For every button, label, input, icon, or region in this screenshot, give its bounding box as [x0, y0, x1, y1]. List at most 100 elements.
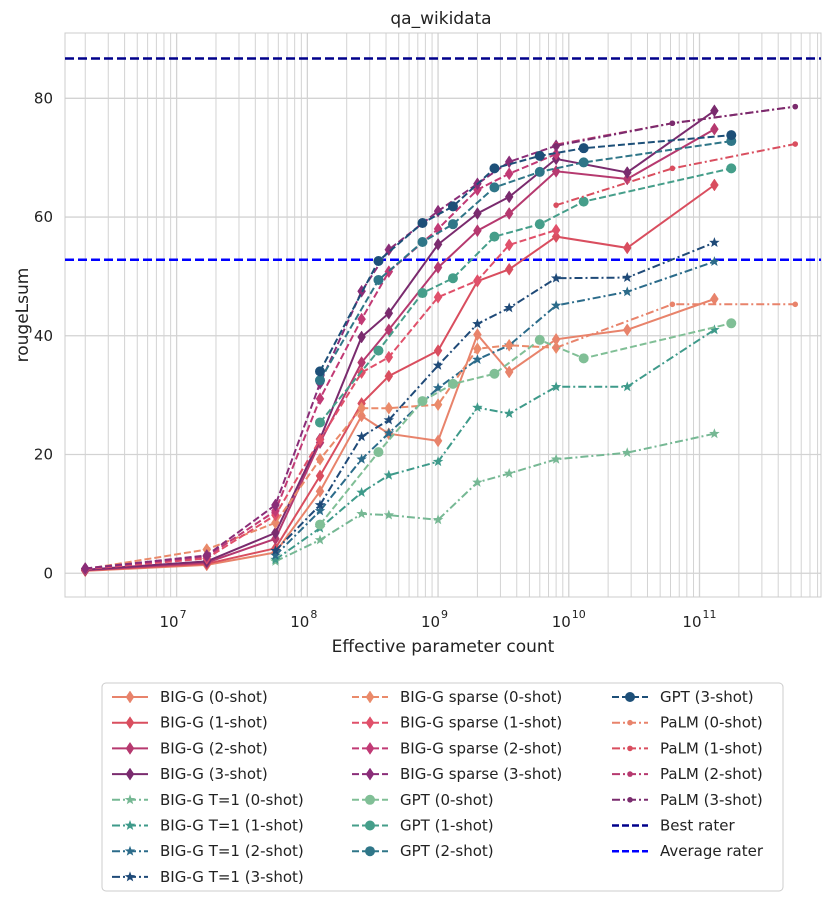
- x-tick-base: 10: [682, 613, 701, 631]
- legend-marker: [627, 719, 633, 726]
- data-point: [315, 519, 326, 530]
- data-point: [271, 516, 280, 530]
- legend-label: BIG-G (2-shot): [160, 739, 268, 757]
- data-point: [726, 163, 737, 174]
- legend-marker: [124, 820, 136, 830]
- data-point: [669, 120, 676, 127]
- data-point: [792, 103, 799, 110]
- data-point: [417, 396, 428, 407]
- grid-layer: [65, 33, 821, 597]
- legend-label: PaLM (0-shot): [660, 714, 763, 732]
- legend-item: GPT (1-shot): [352, 817, 494, 835]
- data-point: [709, 324, 720, 335]
- data-point: [504, 207, 514, 220]
- legend-marker: [365, 846, 375, 857]
- data-point: [551, 223, 561, 237]
- series-line-gpt-3-shot: [319, 134, 732, 372]
- legend-marker: [124, 845, 136, 856]
- x-tick-exponent: 9: [441, 608, 448, 621]
- data-point: [433, 434, 443, 448]
- data-point: [503, 408, 515, 418]
- x-tick-label: 10 9: [421, 608, 448, 631]
- data-point: [383, 509, 395, 520]
- data-point: [473, 207, 482, 220]
- legend-marker: [125, 767, 135, 781]
- data-point: [622, 241, 632, 255]
- y-axis-label: rougeLsum: [13, 268, 33, 363]
- legend-item: BIG-G (2-shot): [112, 739, 268, 757]
- legend-item: PaLM (3-shot): [612, 791, 763, 809]
- legend-item: PaLM (1-shot): [612, 739, 763, 757]
- series-line-big-g-sparse-0-shot: [85, 344, 557, 571]
- legend-label: Best rater: [660, 817, 735, 835]
- data-point: [534, 150, 545, 161]
- data-point: [489, 368, 500, 379]
- data-point: [447, 273, 458, 284]
- series-line-gpt-0-shot: [319, 322, 732, 526]
- data-point: [534, 219, 545, 230]
- data-point: [270, 545, 281, 556]
- data-point: [553, 202, 559, 208]
- x-tick-base: 10: [421, 613, 440, 631]
- data-point: [373, 255, 384, 266]
- data-point: [473, 224, 482, 238]
- series-line-gpt-1-shot: [319, 167, 732, 424]
- data-point: [384, 306, 394, 320]
- x-tick-exponent: 8: [310, 608, 317, 621]
- data-point: [550, 381, 562, 392]
- data-point: [202, 548, 212, 562]
- series-line-big-g-3-shot: [85, 109, 715, 571]
- data-point: [417, 236, 428, 247]
- data-point: [315, 375, 326, 386]
- data-point: [433, 398, 443, 412]
- data-point: [489, 182, 500, 193]
- data-point: [270, 554, 281, 565]
- legend-item: PaLM (0-shot): [612, 714, 763, 732]
- data-point: [622, 323, 632, 337]
- legend-marker: [625, 692, 635, 702]
- data-point: [709, 256, 720, 267]
- legend-label: BIG-G sparse (1-shot): [400, 714, 562, 732]
- legend: BIG-G (0-shot) BIG-G (1-shot) BIG-G (2-sho…: [101, 682, 784, 892]
- data-point: [315, 433, 325, 447]
- data-point: [622, 272, 633, 283]
- data-point: [550, 453, 562, 464]
- data-point: [534, 166, 545, 177]
- data-point: [709, 237, 720, 248]
- series-line-big-g-sparse-3-shot: [85, 144, 557, 570]
- legend-item: BIG-G T=1 (2-shot): [112, 842, 304, 860]
- data-point: [432, 456, 444, 467]
- data-point: [792, 301, 799, 308]
- x-tick-label: 10 8: [290, 608, 317, 631]
- data-point: [271, 526, 280, 540]
- legend-label: BIG-G T=1 (1-shot): [160, 817, 304, 835]
- legend-item: BIG-G (0-shot): [112, 688, 268, 706]
- data-point: [356, 453, 367, 464]
- data-point: [503, 302, 515, 313]
- legend-marker: [124, 794, 136, 805]
- data-point: [622, 286, 633, 297]
- data-point: [504, 190, 514, 204]
- data-point: [271, 498, 280, 512]
- data-point: [550, 300, 562, 310]
- legend-label: BIG-G (1-shot): [160, 714, 268, 732]
- legend-box: [101, 682, 784, 892]
- data-point: [473, 342, 482, 356]
- y-tick-label: 20: [34, 446, 53, 464]
- x-tick-label: 10 7: [160, 608, 187, 631]
- data-point: [315, 392, 325, 406]
- data-point: [553, 344, 559, 351]
- legend-item: BIG-G T=1 (3-shot): [112, 868, 304, 886]
- data-point: [315, 484, 325, 498]
- series-line-big-g-sparse-1-shot: [85, 229, 557, 571]
- data-point: [726, 130, 737, 141]
- data-point: [373, 447, 384, 458]
- legend-marker: [365, 741, 375, 755]
- series-line-big-g-2-shot: [85, 128, 715, 572]
- data-point: [578, 353, 589, 364]
- data-point: [314, 499, 326, 510]
- data-point: [356, 508, 367, 519]
- x-axis-label: Effective parameter count: [332, 637, 555, 657]
- legend-marker: [365, 794, 375, 805]
